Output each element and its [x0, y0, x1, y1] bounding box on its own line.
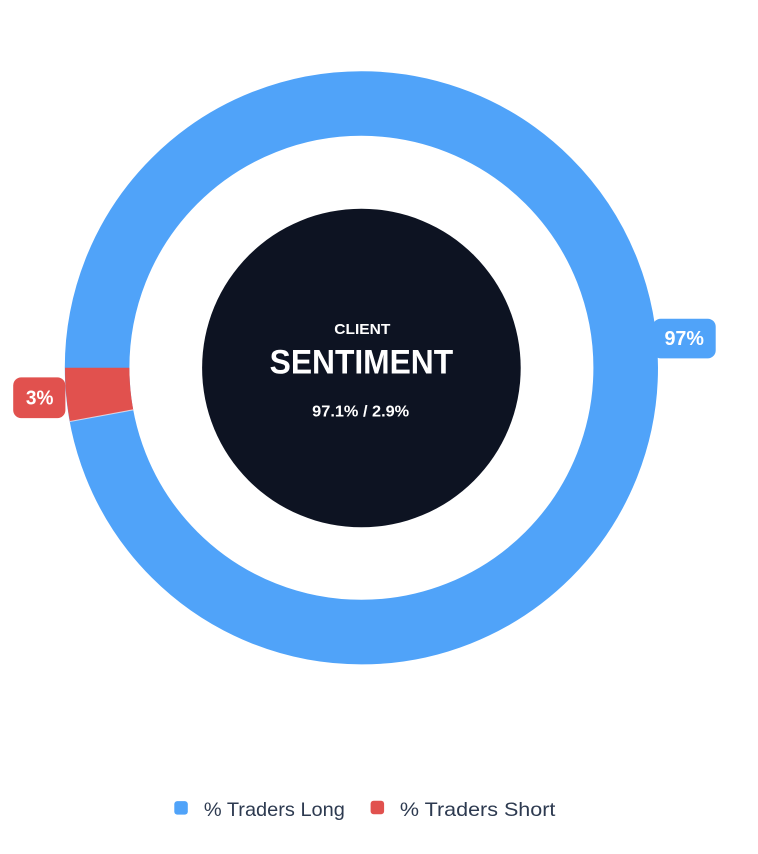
svg-text:% Traders Short: % Traders Short — [400, 799, 556, 821]
svg-text:SENTIMENT: SENTIMENT — [270, 344, 454, 382]
svg-text:97.1% / 2.9%: 97.1% / 2.9% — [312, 403, 409, 420]
svg-text:CLIENT: CLIENT — [334, 321, 390, 338]
svg-text:% Traders Long: % Traders Long — [204, 799, 345, 821]
svg-text:3%: 3% — [26, 388, 54, 410]
svg-text:97%: 97% — [664, 328, 704, 350]
